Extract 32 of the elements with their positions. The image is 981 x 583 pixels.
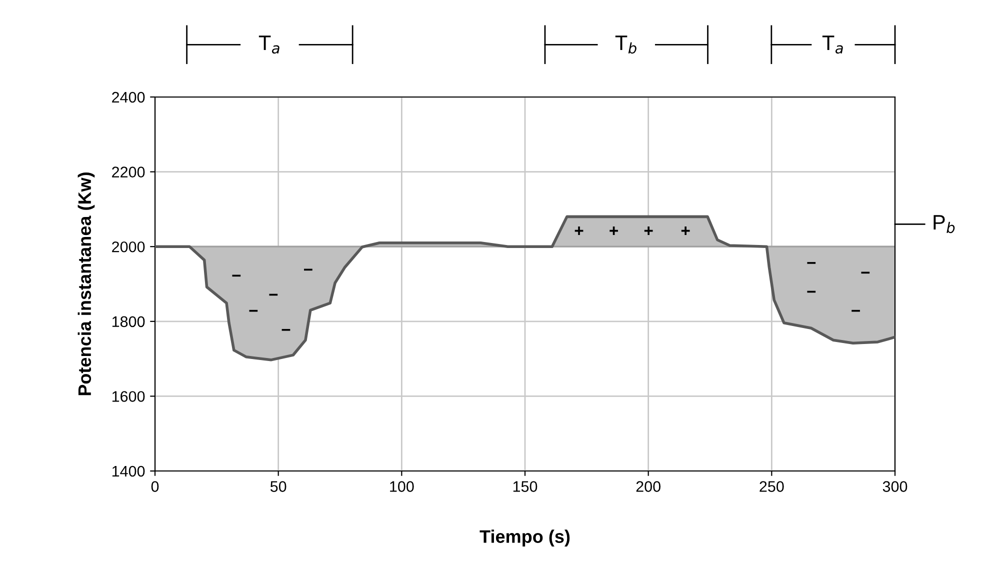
- annotation: −: [861, 272, 870, 274]
- y-axis-title: Potencia instantanea (Kw): [78, 172, 95, 396]
- y-tick-label: 1800: [112, 316, 145, 328]
- annotation: +: [644, 226, 653, 236]
- annotation: −: [282, 328, 290, 331]
- annotation: −: [852, 310, 860, 312]
- text: T$_{a}$: [822, 36, 843, 54]
- ref-line-label: P$_{b}$: [934, 215, 955, 234]
- x-tick-label: 300: [882, 481, 908, 492]
- x-tick-label: 50: [270, 481, 286, 492]
- text: T$_{b}$: [615, 36, 636, 54]
- annotation: −: [807, 262, 816, 264]
- x-tick-label: 200: [636, 481, 660, 492]
- y-tick-label: 1600: [112, 391, 145, 402]
- x-tick-label: 150: [513, 481, 538, 492]
- annotation: −: [269, 294, 278, 296]
- y-tick-label: 2000: [112, 241, 145, 252]
- y-tick-label: 2200: [112, 166, 145, 178]
- annotation: −: [232, 274, 241, 277]
- annotation: −: [304, 268, 312, 271]
- annotation: +: [610, 226, 618, 236]
- y-tick-label: 1400: [112, 466, 145, 477]
- annotation: +: [574, 226, 584, 236]
- x-tick-label: 0: [151, 481, 159, 492]
- annotation: −: [807, 290, 816, 293]
- y-tick-label: 2400: [112, 92, 145, 103]
- x-axis-title: Tiempo (s): [480, 530, 570, 547]
- annotation: +: [681, 226, 690, 236]
- annotation: −: [249, 310, 258, 312]
- text: T$_{a}$: [258, 36, 280, 54]
- x-tick-label: 100: [390, 481, 414, 492]
- x-tick-label: 250: [760, 481, 784, 492]
